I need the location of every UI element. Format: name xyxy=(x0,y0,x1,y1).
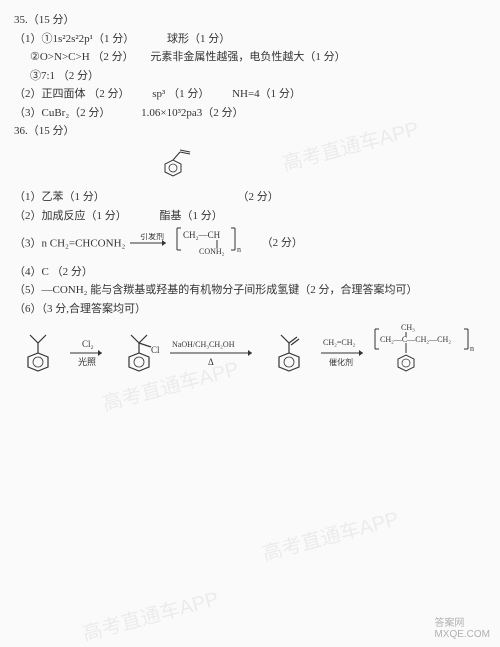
chloride-icon: Cl xyxy=(111,323,166,384)
q35-p2a: ②O>N>C>H （2 分） xyxy=(30,51,134,63)
cumene-icon xyxy=(10,323,65,384)
svg-text:CH₃: CH₃ xyxy=(401,323,415,332)
q36-p4: （4）C （2 分） xyxy=(10,264,490,281)
svg-text:n: n xyxy=(237,245,241,254)
polymer-product-icon: CH₃ CH₂—C—CH₂—CH₂ n xyxy=(372,323,482,384)
q35-p21: （2）正四面体 （2 分） sp³ （1 分） NH=4（1 分） xyxy=(10,86,490,103)
svg-text:n: n xyxy=(470,344,474,353)
arrow2-icon: NaOH/CH₃CH₂OH Δ xyxy=(168,331,258,377)
svg-text:催化剂: 催化剂 xyxy=(329,357,353,367)
q36-p1b: （2 分） xyxy=(238,191,279,203)
q35-p1b: 球形（1 分） xyxy=(167,33,230,45)
q35-p2: ②O>N>C>H （2 分） 元素非金属性越强，电负性越大（1 分） xyxy=(10,49,490,66)
q35-p31a: （3）CuBr₂（2 分） xyxy=(14,107,110,119)
q35-p31: （3）CuBr₂（2 分） 1.06×10³2pa3（2 分） xyxy=(10,105,490,122)
polymer-brackets-icon: CH₂—CH CONH₂ n xyxy=(175,226,255,262)
q36-p3d: （2 分） xyxy=(262,237,303,249)
svg-text:Δ: Δ xyxy=(208,357,214,367)
q36-num: 36.（15 分） xyxy=(10,123,490,140)
arrow3-icon: CH₂=CH₂ 催化剂 xyxy=(319,331,369,377)
svg-text:CH₂=CH₂: CH₂=CH₂ xyxy=(323,338,356,347)
q36-p1a: （1）乙苯（1 分） xyxy=(14,191,105,203)
q36-p2: （2）加成反应（1 分） 酯基（1 分） xyxy=(10,208,490,225)
svg-text:CONH₂: CONH₂ xyxy=(199,247,225,256)
watermark: 高考直通车APP xyxy=(259,502,402,566)
q36-p6: （6）（3 分,合理答案均可） xyxy=(10,301,490,318)
q35-p31b: 1.06×10³2pa3（2 分） xyxy=(141,107,243,119)
svg-text:NaOH/CH₃CH₂OH: NaOH/CH₃CH₂OH xyxy=(172,340,235,349)
q36-p3a: （3）n CH₂=CHCONH₂ xyxy=(14,237,125,249)
reaction-scheme: Cl₂ 光照 Cl NaOH/CH₃CH₂OH Δ xyxy=(10,323,490,384)
q35-p3: ③7:1 （2 分） xyxy=(10,68,490,85)
q35-p21a: （2）正四面体 （2 分） xyxy=(14,88,130,100)
svg-text:Cl: Cl xyxy=(151,345,160,355)
styrene-icon xyxy=(150,142,200,188)
q36-p2b: 酯基（1 分） xyxy=(160,210,223,222)
q36-p5: （5）—CONH₂ 能与含羰基或羟基的有机物分子间形成氢键（2 分，合理答案均可… xyxy=(10,282,490,299)
alkene-icon xyxy=(261,323,316,384)
q36-p3: （3）n CH₂=CHCONH₂ 引发剂 CH₂—CH CONH₂ n （2 分… xyxy=(10,226,490,262)
svg-text:CH₂—CH: CH₂—CH xyxy=(183,230,221,240)
svg-text:CH₂—C—CH₂—CH₂: CH₂—C—CH₂—CH₂ xyxy=(380,335,451,344)
q35-num: 35.（15 分） xyxy=(10,12,490,29)
watermark: 高考直通车APP xyxy=(79,582,222,646)
q35-p21c: NH=4（1 分） xyxy=(232,88,301,100)
q36-p1: （1）乙苯（1 分） （2 分） xyxy=(10,189,490,206)
arrow-label: 引发剂 xyxy=(140,233,164,241)
svg-text:Cl₂: Cl₂ xyxy=(82,339,94,349)
logo-text: 答案网MXQE.COM xyxy=(434,614,490,640)
svg-text:光照: 光照 xyxy=(78,356,96,367)
q36-p2a: （2）加成反应（1 分） xyxy=(14,210,127,222)
arrow1-icon: Cl₂ 光照 xyxy=(68,331,108,377)
arrow-icon: 引发剂 xyxy=(130,233,170,255)
q35-p2b: 元素非金属性越强，电负性越大（1 分） xyxy=(150,51,345,63)
q35-p1a: （1）①1s²2s²2p¹（1 分） xyxy=(14,33,134,45)
q35-p1: （1）①1s²2s²2p¹（1 分） 球形（1 分） xyxy=(10,31,490,48)
q35-p21b: sp³ （1 分） xyxy=(152,88,209,100)
styrene-row xyxy=(10,142,490,188)
